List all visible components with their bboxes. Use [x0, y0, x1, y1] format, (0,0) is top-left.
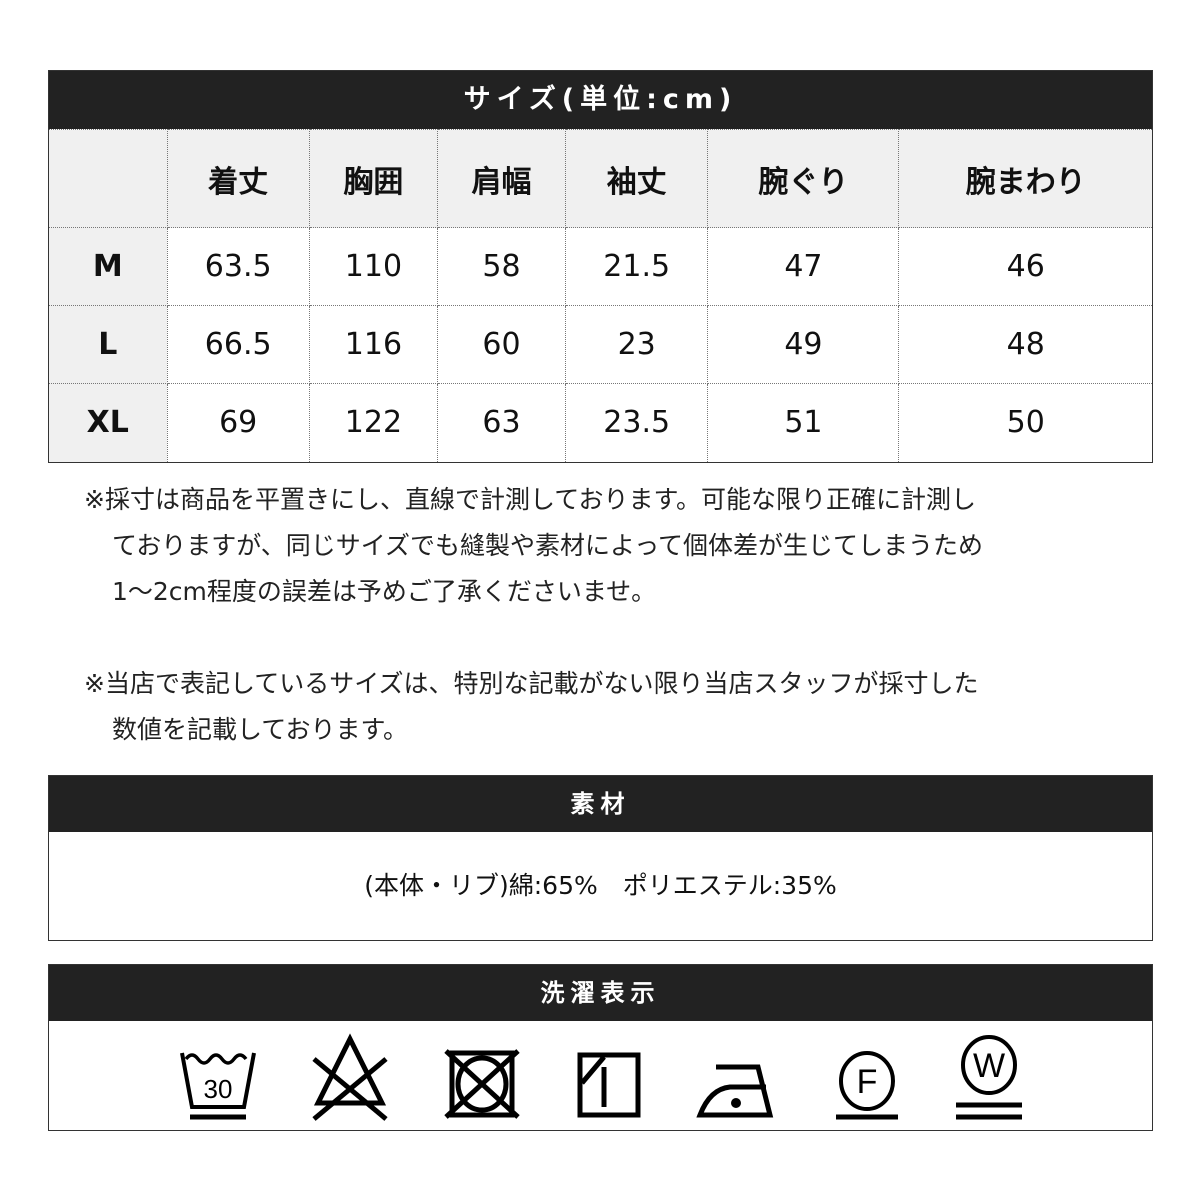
care-title: 洗濯表示 [49, 965, 1152, 1021]
table-cell: 116 [308, 305, 438, 384]
note-line: ※採寸は商品を平置きにし、直線で計測しております。可能な限り正確に計測し [84, 485, 976, 514]
care-icons: 30 F W [49, 1021, 1152, 1121]
svg-text:30: 30 [203, 1074, 232, 1104]
table-cell: 50 [898, 383, 1152, 462]
size-table-title: サイズ(単位:cm) [49, 71, 1152, 129]
table-cell: 69 [166, 383, 310, 462]
column-header: 着丈 [166, 129, 310, 228]
table-cell: 23 [565, 305, 709, 384]
wash-30-gentle-icon: 30 [179, 1052, 256, 1120]
no-bleach-icon [311, 1033, 388, 1121]
size-label: L [49, 305, 168, 384]
size-label: M [49, 227, 168, 306]
shade-drip-dry-icon [577, 1052, 640, 1118]
svg-text:W: W [972, 1047, 1004, 1085]
note-measurement: ※採寸は商品を平置きにし、直線で計測しております。可能な限り正確に計測し ており… [84, 477, 983, 615]
table-cell: 60 [436, 305, 567, 384]
column-header: 袖丈 [565, 129, 709, 228]
material-title: 素材 [49, 776, 1152, 832]
size-label: XL [49, 383, 168, 462]
wet-clean-w-icon: W [955, 1035, 1022, 1120]
note-line: 1〜2cm程度の誤差は予めご了承くださいませ。 [112, 577, 657, 606]
table-cell: 63 [436, 383, 567, 462]
table-cell: 66.5 [166, 305, 310, 384]
note-line: 数値を記載しております。 [112, 715, 409, 744]
table-cell: 48 [898, 305, 1152, 384]
table-cell: 58 [436, 227, 567, 306]
column-header: 腕まわり [898, 129, 1152, 228]
table-cell: 63.5 [166, 227, 310, 306]
table-row: L 66.5 116 60 23 49 48 [49, 305, 1152, 384]
material-section: 素材 (本体・リブ)綿:65% ポリエステル:35% [48, 775, 1153, 941]
table-cell: 49 [707, 305, 900, 384]
note-line: ※当店で表記しているサイズは、特別な記載がない限り当店スタッフが採寸した [84, 669, 979, 698]
table-cell: 21.5 [565, 227, 709, 306]
table-cell: 110 [308, 227, 438, 306]
iron-low-icon [695, 1064, 773, 1118]
svg-text:F: F [856, 1063, 877, 1101]
table-row: XL 69 122 63 23.5 51 50 [49, 383, 1152, 462]
care-section: 洗濯表示 30 F W [48, 964, 1153, 1131]
note-size-policy: ※当店で表記しているサイズは、特別な記載がない限り当店スタッフが採寸した 数値を… [84, 661, 978, 753]
material-text: (本体・リブ)綿:65% ポリエステル:35% [364, 871, 837, 900]
dry-clean-f-icon: F [835, 1051, 898, 1120]
column-header: 腕ぐり [707, 129, 900, 228]
no-tumble-dry-icon [443, 1049, 520, 1119]
table-cell: 47 [707, 227, 900, 306]
note-line: ておりますが、同じサイズでも縫製や素材によって個体差が生じてしまうため [112, 531, 984, 560]
column-header: 肩幅 [436, 129, 567, 228]
size-table: 着丈 胸囲 肩幅 袖丈 腕ぐり 腕まわり M 63.5 110 58 21.5 47 46 L 66.5 11… [49, 129, 1152, 462]
table-cell: 122 [308, 383, 438, 462]
table-cell: 46 [898, 227, 1152, 306]
table-row: M 63.5 110 58 21.5 47 46 [49, 227, 1152, 306]
table-cell: 51 [707, 383, 900, 462]
table-header-row: 着丈 胸囲 肩幅 袖丈 腕ぐり 腕まわり [49, 129, 1152, 228]
column-header: 胸囲 [308, 129, 438, 228]
size-table-section: サイズ(単位:cm) 着丈 胸囲 肩幅 袖丈 腕ぐり 腕まわり M 63.5 110 58 21.5… [48, 70, 1153, 463]
column-header [49, 129, 168, 228]
table-cell: 23.5 [565, 383, 709, 462]
